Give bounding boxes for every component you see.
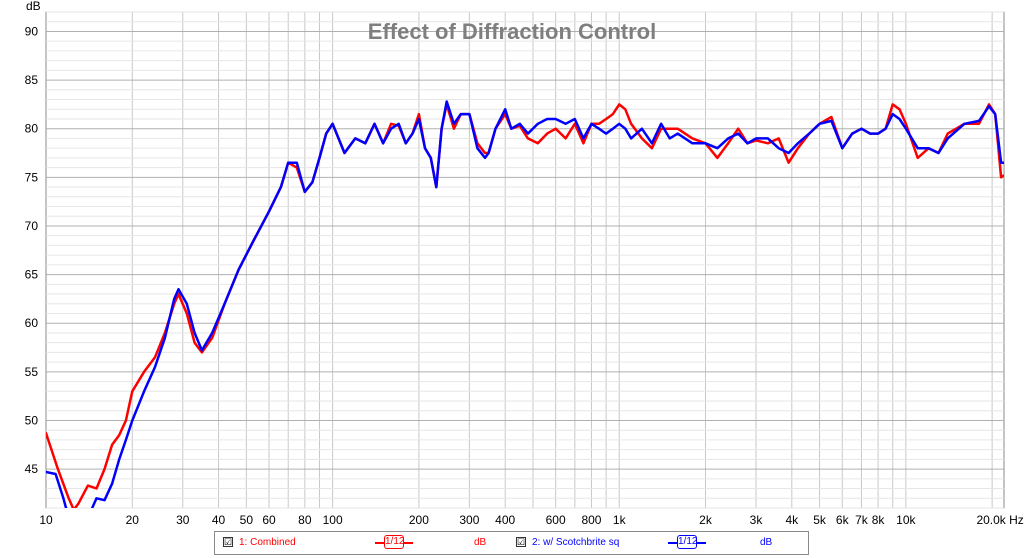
legend-label-1: 1: Combined — [239, 537, 296, 548]
legend-item-1: ☑ 1: Combined 1/12 dB — [223, 532, 503, 554]
x-tick-label: 4k — [785, 513, 799, 527]
x-tick-label: 7k — [855, 513, 869, 527]
smoothing-1-label: 1/12 — [384, 535, 405, 549]
x-tick-label: 100 — [323, 513, 343, 527]
y-tick-label: 90 — [25, 24, 39, 38]
x-tick-label: 3k — [750, 513, 764, 527]
legend-label-2: 2: w/ Scotchbrite sq — [532, 537, 620, 548]
x-tick-label: 8k — [872, 513, 886, 527]
y-tick-label: 85 — [25, 73, 39, 87]
legend-units-1: dB — [474, 537, 487, 548]
legend-checkbox-1[interactable]: ☑ — [223, 537, 233, 547]
x-tick-label: 80 — [298, 513, 312, 527]
x-tick-label: 800 — [581, 513, 601, 527]
x-tick-label: 10 — [39, 513, 53, 527]
legend-units-2: dB — [760, 537, 773, 548]
x-grid-lines — [131, 12, 993, 508]
x-tick-label: 40 — [212, 513, 226, 527]
plot-area — [45, 11, 1005, 509]
smoothing-2-label: 1/12 — [677, 535, 698, 549]
y-tick-label: 45 — [25, 462, 39, 476]
legend: ☑ 1: Combined 1/12 dB ☑ 2: w/ Scotchbrit… — [214, 531, 809, 555]
y-grid-lines — [46, 11, 1004, 509]
y-tick-label: 55 — [25, 365, 39, 379]
y-tick-label: 80 — [25, 122, 39, 136]
chart-title: Effect of Diffraction Control — [368, 19, 656, 44]
x-tick-label: 20.0k Hz — [976, 513, 1023, 527]
y-tick-label: 50 — [25, 413, 39, 427]
x-tick-label: 600 — [546, 513, 566, 527]
legend-smoothing-2[interactable]: 1/12 — [668, 535, 706, 551]
legend-checkbox-2[interactable]: ☑ — [516, 537, 526, 547]
x-tick-label: 400 — [495, 513, 515, 527]
x-tick-label: 10k — [896, 513, 916, 527]
x-tick-label: 1k — [613, 513, 627, 527]
x-tick-label: 6k — [836, 513, 850, 527]
y-tick-label: 70 — [25, 219, 39, 233]
y-axis-unit-label: dB — [26, 0, 41, 13]
legend-smoothing-1[interactable]: 1/12 — [375, 535, 413, 551]
x-tick-label: 300 — [459, 513, 479, 527]
x-tick-label: 5k — [813, 513, 827, 527]
y-tick-labels: 45 50 55 60 65 70 75 80 85 90 — [25, 24, 39, 476]
y-tick-label: 75 — [25, 170, 39, 184]
series-line-2 — [46, 100, 1004, 508]
x-tick-label: 20 — [126, 513, 140, 527]
frequency-response-chart: 10 20 30 40 50 60 80 100 200 300 400 600 800 1k 2k 3k 4k… — [25, 0, 1024, 527]
x-tick-label: 60 — [262, 513, 276, 527]
y-tick-label: 60 — [25, 316, 39, 330]
x-tick-label: 200 — [409, 513, 429, 527]
x-tick-label: 50 — [240, 513, 254, 527]
x-tick-label: 30 — [176, 513, 190, 527]
x-tick-labels: 10 20 30 40 50 60 80 100 200 300 400 600 800 1k 2k 3k 4k… — [39, 513, 1023, 527]
legend-item-2: ☑ 2: w/ Scotchbrite sq 1/12 dB — [516, 532, 806, 554]
series-lines — [46, 100, 1004, 508]
x-tick-label: 2k — [699, 513, 713, 527]
y-tick-label: 65 — [25, 268, 39, 282]
